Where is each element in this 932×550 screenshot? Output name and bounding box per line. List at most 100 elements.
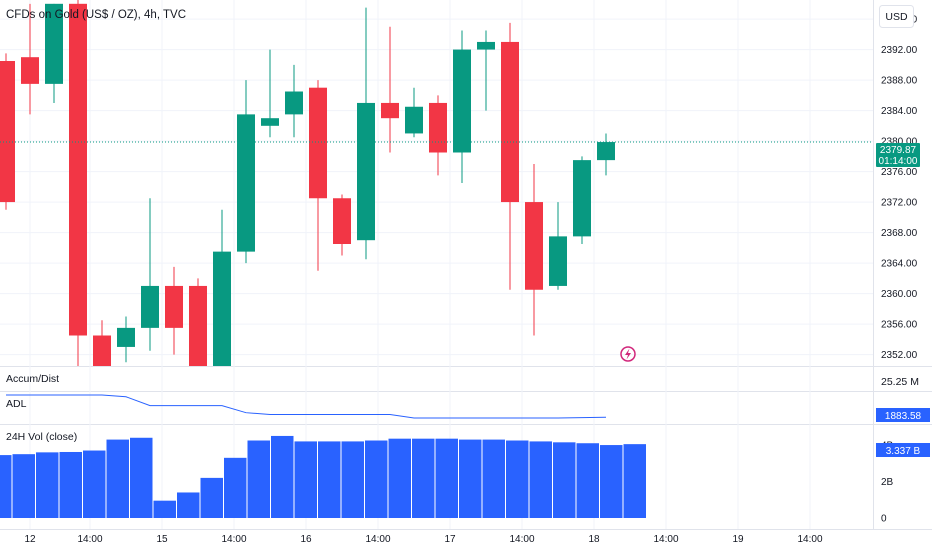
candle-body [381, 102, 399, 119]
volume-bar [294, 441, 317, 518]
time-tick-label: 14:00 [653, 534, 678, 545]
volume-bar [482, 439, 505, 518]
candle-body [117, 327, 135, 347]
last-price-value: 2379.87 [880, 145, 917, 156]
time-tick-label: 14:00 [797, 534, 822, 545]
currency-label: USD [885, 11, 908, 23]
volume-bar [341, 441, 364, 518]
candle-body [285, 91, 303, 115]
candle-body [333, 198, 351, 244]
candle-body [549, 236, 567, 286]
time-tick-label: 12 [24, 534, 36, 545]
price-tick-label: 2368.00 [881, 228, 918, 239]
volume-bar [0, 455, 12, 518]
last-price-tag [876, 143, 920, 167]
candle-body [0, 61, 15, 203]
price-tick-label: 2384.00 [881, 106, 918, 117]
candle-body [237, 114, 255, 252]
time-tick-label: 16 [300, 534, 312, 545]
volume-bar [177, 492, 200, 518]
volume-bar [576, 443, 599, 518]
price-tick-label: 2364.00 [881, 259, 918, 270]
price-tick-label: 2380.00 [881, 137, 918, 148]
price-tick-label: 2392.00 [881, 45, 918, 56]
volume-pane: 4B2B0 [0, 435, 894, 525]
candle-body [309, 87, 327, 199]
volume-bar [59, 451, 82, 518]
volume-bar [271, 435, 294, 518]
currency-button[interactable]: USD [879, 5, 914, 28]
price-tick-label: 2360.00 [881, 289, 918, 300]
volume-bar [200, 477, 223, 518]
candle-body [501, 41, 519, 203]
volume-tick-label: 0 [881, 514, 887, 525]
volume-bar [247, 440, 270, 518]
candle-body [597, 142, 615, 161]
candle-body [429, 102, 447, 153]
candle-body [525, 202, 543, 290]
time-tick-label: 17 [444, 534, 456, 545]
volume-bar [318, 441, 341, 518]
volume-bar [12, 454, 35, 518]
time-tick-label: 15 [156, 534, 168, 545]
volume-bar [623, 444, 646, 518]
lightning-icon[interactable] [620, 346, 636, 362]
candle-body [261, 118, 279, 126]
volume-bar [36, 452, 59, 518]
time-tick-label: 19 [732, 534, 744, 545]
volume-bar [553, 442, 576, 518]
volume-bar [106, 439, 129, 518]
adl-value-tag [876, 408, 930, 422]
candle-body [453, 49, 471, 153]
candle-body [21, 57, 39, 84]
time-tick-label: 14:00 [509, 534, 534, 545]
volume-bar [388, 438, 411, 518]
candle-body [573, 160, 591, 237]
volume-bar [529, 441, 552, 518]
volume-tick-label: 2B [881, 477, 894, 488]
candle-body [213, 251, 231, 366]
adl-pane [6, 394, 607, 419]
volume-bar [365, 440, 388, 518]
candle-body [165, 285, 183, 328]
time-tick-label: 14:00 [365, 534, 390, 545]
adl-value: 1883.58 [885, 411, 922, 422]
time-tick-label: 14:00 [77, 534, 102, 545]
candle-body [189, 285, 207, 366]
candle-body [405, 106, 423, 134]
price-tick-label: 2388.00 [881, 76, 918, 87]
price-tick-label: 2376.00 [881, 167, 918, 178]
volume-bar [435, 438, 458, 518]
volume-value: 3.337 B [886, 446, 921, 457]
volume-bar [412, 438, 435, 518]
volume-bar [153, 500, 176, 518]
volume-bar [224, 457, 247, 518]
volume-bar [506, 440, 529, 518]
chart-title: CFDs on Gold (US$ / OZ), 4h, TVC [6, 9, 186, 21]
adl-line [6, 394, 607, 419]
candle-body [141, 285, 159, 328]
time-tick-label: 18 [588, 534, 600, 545]
last-price-countdown: 01:14:00 [879, 156, 918, 167]
price-tick-label: 2352.00 [881, 350, 918, 361]
candle-body [357, 102, 375, 241]
price-tick-label: 2372.00 [881, 198, 918, 209]
candle-body [69, 3, 87, 336]
accum-dist-label: Accum/Dist [6, 373, 59, 385]
candle-body [93, 335, 111, 366]
candle-body [45, 3, 63, 84]
volume-bar [459, 439, 482, 518]
volume-label: 24H Vol (close) [6, 431, 77, 443]
accum-dist-scale: 25.25 M [881, 376, 919, 388]
candle-body [477, 41, 495, 50]
volume-bar [130, 437, 153, 518]
volume-bar [600, 445, 623, 518]
time-tick-label: 14:00 [221, 534, 246, 545]
adl-label: ADL [6, 398, 27, 410]
volume-bar [83, 450, 106, 518]
candles [0, 0, 615, 366]
time-axis: 12 14:00 15 14:00 16 14:00 17 14:00 18 14:00 19 14:… [24, 534, 823, 545]
volume-value-tag [876, 443, 930, 457]
price-tick-label: 2356.00 [881, 320, 918, 331]
